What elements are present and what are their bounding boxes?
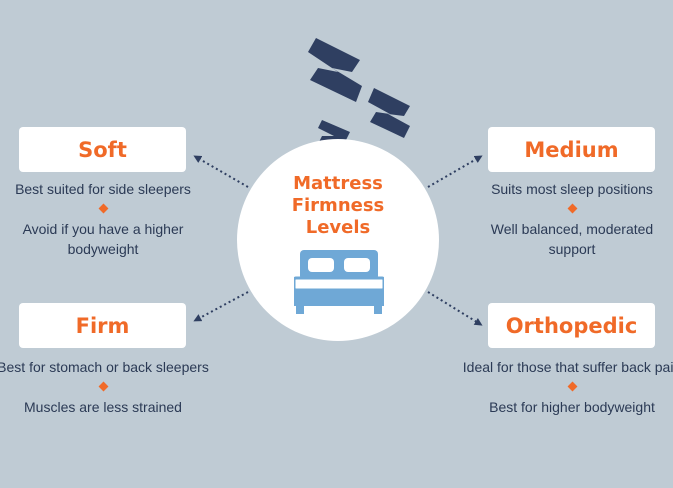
orthopedic-label: Orthopedic (505, 313, 638, 338)
firm-line-1: Best for stomach or back sleepers (0, 359, 209, 375)
center-title-line: Mattress (293, 173, 383, 194)
soft-label-box: Soft (19, 127, 186, 172)
medium-line-1: Suits most sleep positions (491, 181, 653, 197)
medium-label-box: Medium (488, 127, 655, 172)
diamond-icon (98, 203, 108, 214)
arrow-to-soft (193, 155, 249, 188)
orthopedic-description: Ideal for those that suffer back pain Be… (422, 357, 673, 417)
soft-line-2a: Avoid if you have a higher (22, 221, 184, 237)
medium-description: Suits most sleep positions Well balanced… (422, 179, 673, 259)
center-title: Mattress Firmness Levels (237, 173, 439, 239)
arrow-to-medium (427, 155, 483, 188)
bed-icon (294, 250, 384, 314)
soft-line-2b: bodyweight (67, 241, 139, 257)
medium-line-2a: Well balanced, moderated (490, 221, 654, 237)
firm-label-box: Firm (19, 303, 186, 348)
diamond-icon (98, 381, 108, 392)
firm-label: Firm (75, 313, 130, 338)
diamond-icon (567, 203, 577, 214)
soft-line-1: Best suited for side sleepers (15, 181, 191, 197)
diamond-icon (567, 381, 577, 392)
center-title-line: Firmness (291, 195, 385, 216)
firm-description: Best for stomach or back sleepers Muscle… (0, 357, 253, 417)
arrow-to-firm (193, 291, 249, 322)
orthopedic-line-2a: Best for higher bodyweight (489, 399, 655, 415)
arrow-to-orthopedic (427, 291, 483, 326)
orthopedic-line-1: Ideal for those that suffer back pain (462, 359, 673, 375)
zzz-sleep-icon (308, 38, 410, 155)
soft-label: Soft (78, 137, 127, 162)
orthopedic-label-box: Orthopedic (488, 303, 655, 348)
medium-line-2b: support (548, 241, 596, 257)
soft-description: Best suited for side sleepers Avoid if y… (0, 179, 253, 259)
firm-line-2a: Muscles are less strained (24, 399, 182, 415)
medium-label: Medium (524, 137, 619, 162)
center-title-line: Levels (305, 217, 371, 238)
center-circle: Mattress Firmness Levels (237, 139, 439, 341)
